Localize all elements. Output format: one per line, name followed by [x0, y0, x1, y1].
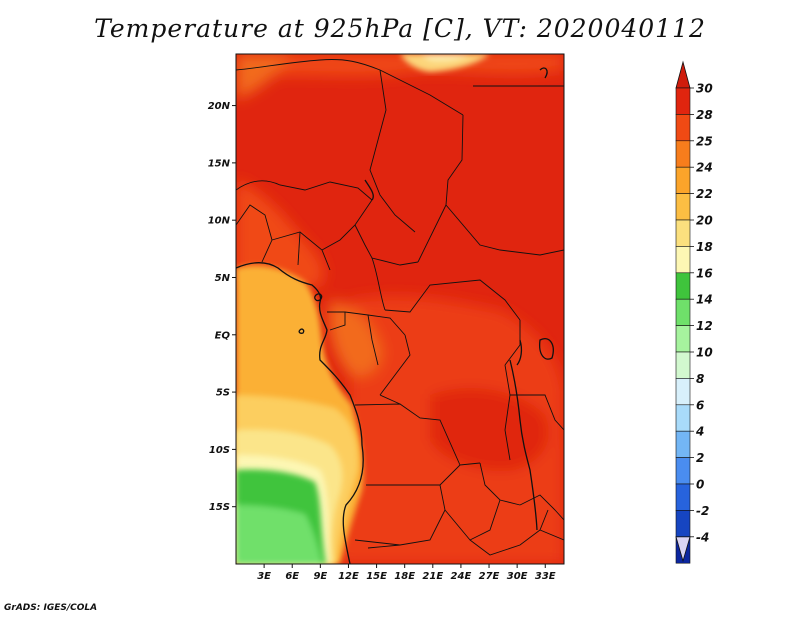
colorbar-label: 20 [696, 214, 713, 228]
lat-tick-label: EQ [215, 330, 231, 341]
colorbar-label: 30 [696, 82, 713, 96]
colorbar-bottom-arrow [675, 536, 691, 563]
field-ocean-14-18 [236, 469, 326, 564]
lat-tick-label: 15N [208, 158, 231, 169]
lon-tick-label: 27E [479, 571, 500, 582]
colorbar-segment [675, 219, 691, 247]
colorbar-label: 10 [696, 346, 713, 360]
lon-tick-label: 24E [451, 571, 472, 582]
colorbar-segment [675, 378, 691, 406]
colorbar-label: 12 [696, 319, 713, 333]
coastlines [236, 67, 554, 564]
colorbar-label: 25 [696, 134, 713, 148]
chart-title: Temperature at 925hPa [C], VT: 202004011… [94, 14, 706, 43]
colorbar-segment [675, 325, 691, 353]
colorbar-segment [675, 457, 691, 485]
map-frame [235, 53, 565, 565]
colorbar-segment [675, 246, 691, 274]
colorbar-segment [675, 166, 691, 194]
colorbar-segment [675, 483, 691, 511]
colorbar-segment [675, 193, 691, 221]
colorbar-label: 28 [696, 108, 713, 122]
colorbar-label: 24 [696, 161, 713, 175]
lon-tick-label: 6E [285, 571, 299, 582]
lon-tick-label: 21E [422, 571, 443, 582]
colorbar-top-arrow [675, 60, 691, 89]
lon-tick-label: 3E [257, 571, 271, 582]
colorbar-label: 6 [696, 398, 704, 412]
colorbar-segment [675, 114, 691, 142]
lat-tick-label: 5N [215, 273, 231, 284]
lat-tick-label: 10N [208, 216, 231, 227]
country-borders [236, 59, 564, 556]
lon-tick-label: 33E [535, 571, 556, 582]
colorbar-segment [675, 298, 691, 326]
latitude-axis: 20N 15N 10N 5N EQ 5S 10S 15S [208, 101, 236, 513]
colorbar-segment [675, 404, 691, 432]
lat-tick-label: 20N [208, 101, 231, 112]
lon-tick-label: 15E [366, 571, 387, 582]
colorbar-segment [675, 272, 691, 300]
colorbar-label: 0 [696, 478, 704, 492]
colorbar-segment [675, 87, 691, 115]
lat-tick-label: 10S [209, 445, 230, 456]
colorbar-label: 8 [696, 372, 704, 386]
lon-tick-label: 30E [507, 571, 528, 582]
colorbar-label: 18 [696, 240, 713, 254]
longitude-axis: 3E 6E 9E 12E 15E 18E 21E 24E 27E 30E 33E [257, 564, 556, 582]
colorbar-label: 2 [696, 451, 704, 465]
colorbar-label: 16 [696, 266, 713, 280]
colorbar-label: 22 [696, 187, 713, 201]
lat-tick-label: 5S [216, 388, 230, 399]
temperature-field [236, 54, 564, 564]
field-north-warm [400, 54, 490, 72]
lon-tick-label: 9E [313, 571, 327, 582]
colorbar-segment [675, 140, 691, 168]
colorbar-label: -4 [696, 530, 709, 544]
colorbar-segment [675, 510, 691, 538]
lon-tick-label: 12E [338, 571, 359, 582]
lat-tick-label: 15S [209, 502, 230, 513]
credit-text: GrADS: IGES/COLA [4, 603, 98, 613]
colorbar-label: 14 [696, 293, 713, 307]
colorbar-segment [675, 430, 691, 458]
colorbar-segment [675, 351, 691, 379]
lon-tick-label: 18E [394, 571, 415, 582]
colorbar-label: -2 [696, 504, 709, 518]
colorbar-label: 4 [695, 425, 704, 439]
